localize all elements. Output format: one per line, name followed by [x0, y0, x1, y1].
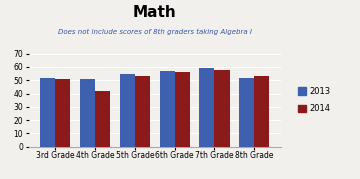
Bar — [120, 74, 135, 147]
Text: Math: Math — [133, 5, 177, 20]
Bar — [199, 68, 215, 147]
Bar — [135, 76, 150, 147]
Bar — [239, 78, 254, 147]
Text: Does not include scores of 8th graders taking Algebra I: Does not include scores of 8th graders t… — [58, 29, 252, 35]
Bar — [40, 78, 55, 147]
Bar — [175, 72, 190, 147]
Bar — [215, 70, 230, 147]
Bar — [55, 79, 71, 147]
Bar — [159, 71, 175, 147]
Bar — [254, 76, 269, 147]
Bar — [80, 79, 95, 147]
Bar — [95, 91, 110, 147]
Legend: 2013, 2014: 2013, 2014 — [295, 84, 333, 116]
